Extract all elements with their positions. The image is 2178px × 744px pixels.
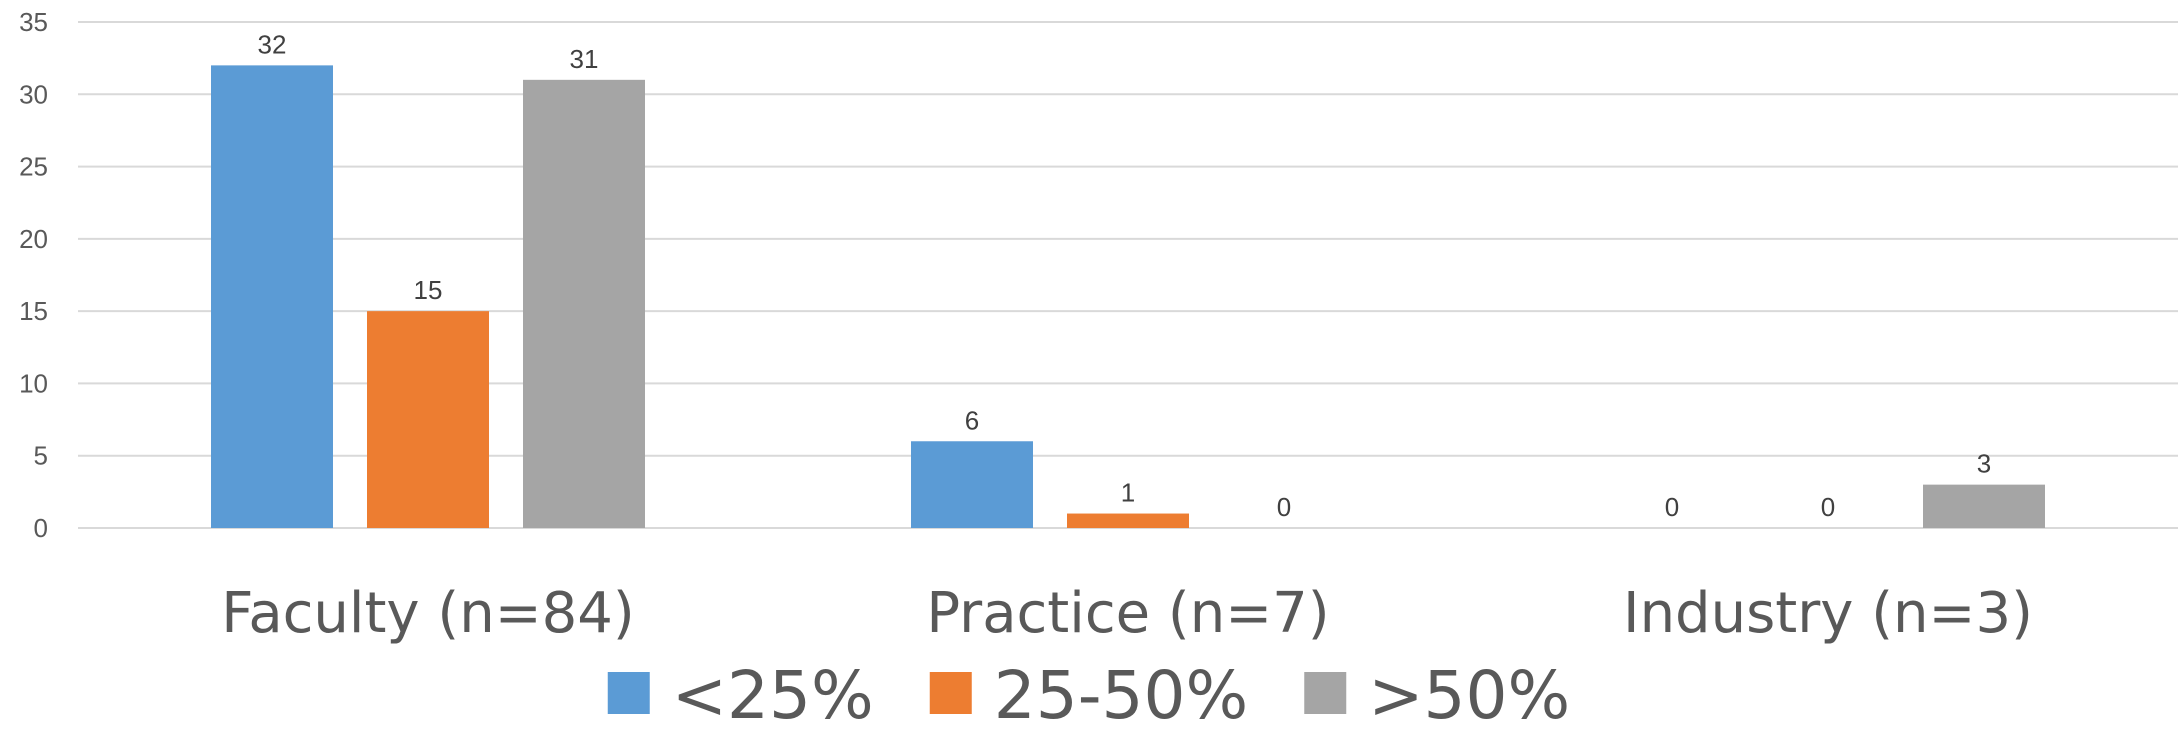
bar-2-2 bbox=[1067, 513, 1189, 528]
data-label: 6 bbox=[965, 405, 979, 435]
y-tick-label: 0 bbox=[34, 513, 48, 543]
bar-2-1 bbox=[911, 441, 1033, 528]
legend-item: 25-50% bbox=[929, 657, 1249, 734]
legend-swatch bbox=[1304, 672, 1347, 714]
legend-label: 25-50% bbox=[994, 657, 1249, 734]
data-labels: 32 15 31 6 1 0 0 0 3 bbox=[258, 29, 1992, 522]
data-label: 1 bbox=[1121, 478, 1135, 508]
data-label: 31 bbox=[570, 44, 599, 74]
bar-3-3 bbox=[1923, 484, 2045, 528]
bar-1-3 bbox=[523, 79, 645, 528]
y-axis-ticks: 0 5 10 15 20 25 30 35 bbox=[19, 7, 48, 543]
y-tick-label: 20 bbox=[19, 224, 48, 254]
bar-1-1 bbox=[211, 65, 333, 528]
data-label: 0 bbox=[1277, 492, 1291, 522]
y-tick-label: 35 bbox=[19, 7, 48, 37]
legend-item: >50% bbox=[1304, 657, 1570, 734]
data-label: 32 bbox=[258, 29, 287, 59]
legend-swatch bbox=[929, 672, 972, 714]
y-tick-label: 5 bbox=[34, 441, 48, 471]
y-tick-label: 30 bbox=[19, 79, 48, 109]
data-label: 0 bbox=[1821, 492, 1835, 522]
legend-label: <25% bbox=[672, 657, 874, 734]
legend-item: <25% bbox=[607, 657, 874, 734]
category-label: Faculty (n=84) bbox=[221, 581, 635, 646]
data-label: 15 bbox=[414, 275, 443, 305]
category-label: Practice (n=7) bbox=[926, 581, 1329, 646]
data-label: 3 bbox=[1977, 449, 1991, 479]
category-label: Industry (n=3) bbox=[1623, 581, 2033, 646]
legend: <25% 25-50% >50% bbox=[607, 657, 1570, 734]
y-tick-label: 15 bbox=[19, 296, 48, 326]
y-tick-label: 10 bbox=[19, 368, 48, 398]
bar-1-2 bbox=[367, 311, 489, 528]
y-tick-label: 25 bbox=[19, 152, 48, 182]
category-labels: Faculty (n=84) Practice (n=7) Industry (n=… bbox=[221, 581, 2033, 646]
legend-swatch bbox=[607, 672, 650, 714]
bars bbox=[211, 65, 2045, 528]
legend-label: >50% bbox=[1368, 657, 1570, 734]
data-label: 0 bbox=[1665, 492, 1679, 522]
